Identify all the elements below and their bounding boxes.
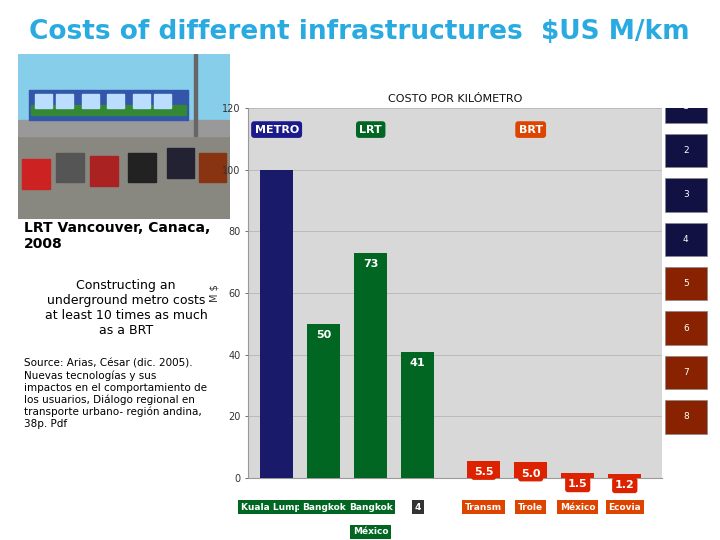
Text: 4: 4 xyxy=(415,503,421,511)
Text: 5.0: 5.0 xyxy=(521,469,541,478)
Bar xyxy=(608,474,642,478)
Bar xyxy=(354,253,387,478)
Text: 3: 3 xyxy=(683,191,688,199)
Bar xyxy=(31,105,186,115)
Text: Bangkok: Bangkok xyxy=(349,503,392,511)
Text: METRO: METRO xyxy=(254,125,299,134)
Bar xyxy=(18,128,230,219)
FancyBboxPatch shape xyxy=(665,400,707,434)
Text: FOR A BETTER URBAN FUTURE: FOR A BETTER URBAN FUTURE xyxy=(603,529,698,534)
Text: Kuala Lumpur: Kuala Lumpur xyxy=(241,503,312,511)
Bar xyxy=(82,93,99,109)
Text: 6: 6 xyxy=(683,323,688,333)
Text: Source: Arias, César (dic. 2005).
Nuevas tecnologías y sus
impactos en el compor: Source: Arias, César (dic. 2005). Nuevas… xyxy=(24,359,207,429)
Text: Ecovia: Ecovia xyxy=(608,503,641,511)
Bar xyxy=(56,153,84,183)
Text: 2: 2 xyxy=(683,146,688,155)
Text: 7: 7 xyxy=(683,368,688,377)
Text: 5: 5 xyxy=(683,279,688,288)
Bar xyxy=(90,156,118,186)
Text: 34: 34 xyxy=(13,511,38,529)
Text: Costs of different infrastructures  $US M/km: Costs of different infrastructures $US M… xyxy=(29,19,690,45)
Text: 4: 4 xyxy=(683,235,688,244)
Bar xyxy=(467,461,500,478)
Bar xyxy=(194,54,197,137)
Bar xyxy=(56,93,73,109)
Bar xyxy=(260,170,293,478)
Title: COSTO POR KILÓMETRO: COSTO POR KILÓMETRO xyxy=(388,94,523,104)
FancyBboxPatch shape xyxy=(665,134,707,167)
Text: 41: 41 xyxy=(410,357,426,368)
Text: LRT: LRT xyxy=(359,125,382,134)
Text: BRT: BRT xyxy=(518,125,543,134)
Bar xyxy=(132,93,150,109)
Bar xyxy=(35,93,52,109)
Text: México: México xyxy=(353,527,389,536)
Bar xyxy=(562,473,594,478)
Text: Constructing an
underground metro costs
at least 10 times as much
as a BRT: Constructing an underground metro costs … xyxy=(45,279,207,337)
Bar xyxy=(154,93,171,109)
Bar xyxy=(18,54,230,128)
Y-axis label: M $: M $ xyxy=(210,284,220,302)
FancyBboxPatch shape xyxy=(665,90,707,123)
Bar xyxy=(18,120,230,137)
Text: COSTS/KM MILLONES DE US $: COSTS/KM MILLONES DE US $ xyxy=(348,67,602,82)
Text: 1: 1 xyxy=(683,102,688,111)
Text: Urban Climate and Mobility - Urban Transportation: Urban Climate and Mobility - Urban Trans… xyxy=(72,513,423,526)
Text: 73: 73 xyxy=(363,259,379,269)
FancyBboxPatch shape xyxy=(665,356,707,389)
Bar xyxy=(22,159,50,189)
Text: 8: 8 xyxy=(683,413,688,421)
Text: 5.5: 5.5 xyxy=(474,467,493,477)
Bar xyxy=(167,148,194,178)
Text: Trole: Trole xyxy=(518,503,543,511)
FancyBboxPatch shape xyxy=(665,222,707,256)
Bar xyxy=(199,153,226,183)
Text: UN⊙HABITAT: UN⊙HABITAT xyxy=(603,508,698,522)
Bar xyxy=(514,462,547,478)
Text: LRT Vancouver, Canaca,
2008: LRT Vancouver, Canaca, 2008 xyxy=(24,221,211,251)
FancyBboxPatch shape xyxy=(665,267,707,300)
Text: 1.2: 1.2 xyxy=(615,481,634,490)
FancyBboxPatch shape xyxy=(665,178,707,212)
Text: 1.5: 1.5 xyxy=(568,480,588,489)
FancyBboxPatch shape xyxy=(665,312,707,345)
Bar xyxy=(401,352,434,478)
Bar xyxy=(307,324,340,478)
Bar xyxy=(29,90,188,120)
Text: 50: 50 xyxy=(316,330,331,340)
Text: México: México xyxy=(560,503,595,511)
Text: Transm: Transm xyxy=(465,503,502,511)
Bar xyxy=(107,93,125,109)
Bar xyxy=(128,153,156,183)
Text: Bangkok: Bangkok xyxy=(302,503,346,511)
